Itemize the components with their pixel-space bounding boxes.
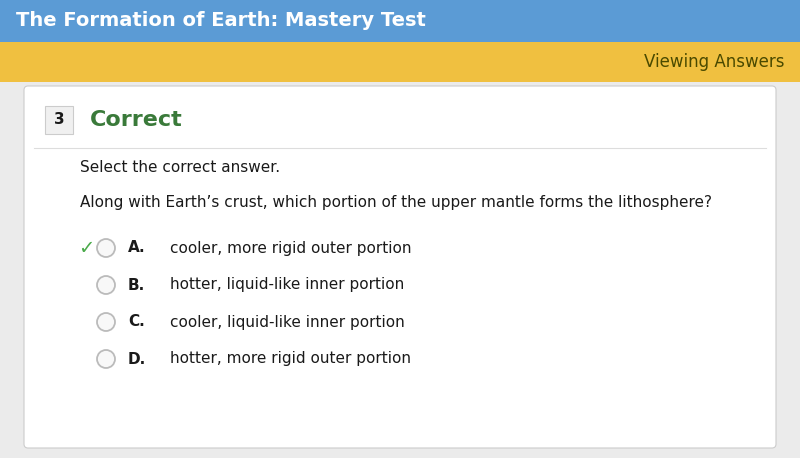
Text: cooler, liquid-like inner portion: cooler, liquid-like inner portion — [170, 315, 405, 329]
Circle shape — [97, 239, 115, 257]
Text: Correct: Correct — [90, 110, 182, 130]
Text: B.: B. — [128, 278, 146, 293]
Text: Along with Earth’s crust, which portion of the upper mantle forms the lithospher: Along with Earth’s crust, which portion … — [80, 196, 712, 211]
Bar — [0, 42, 800, 82]
Text: hotter, liquid-like inner portion: hotter, liquid-like inner portion — [170, 278, 404, 293]
Text: cooler, more rigid outer portion: cooler, more rigid outer portion — [170, 240, 411, 256]
Circle shape — [97, 276, 115, 294]
Text: C.: C. — [128, 315, 145, 329]
Text: 3: 3 — [54, 113, 64, 127]
Text: hotter, more rigid outer portion: hotter, more rigid outer portion — [170, 351, 411, 366]
Text: ✓: ✓ — [78, 239, 94, 257]
FancyBboxPatch shape — [45, 106, 73, 134]
Text: D.: D. — [128, 351, 146, 366]
Text: The Formation of Earth: Mastery Test: The Formation of Earth: Mastery Test — [16, 11, 426, 31]
FancyBboxPatch shape — [24, 86, 776, 448]
Text: Select the correct answer.: Select the correct answer. — [80, 160, 280, 175]
Text: A.: A. — [128, 240, 146, 256]
Circle shape — [97, 350, 115, 368]
Bar — [0, 0, 800, 42]
Text: Viewing Answers: Viewing Answers — [643, 53, 784, 71]
Circle shape — [97, 313, 115, 331]
